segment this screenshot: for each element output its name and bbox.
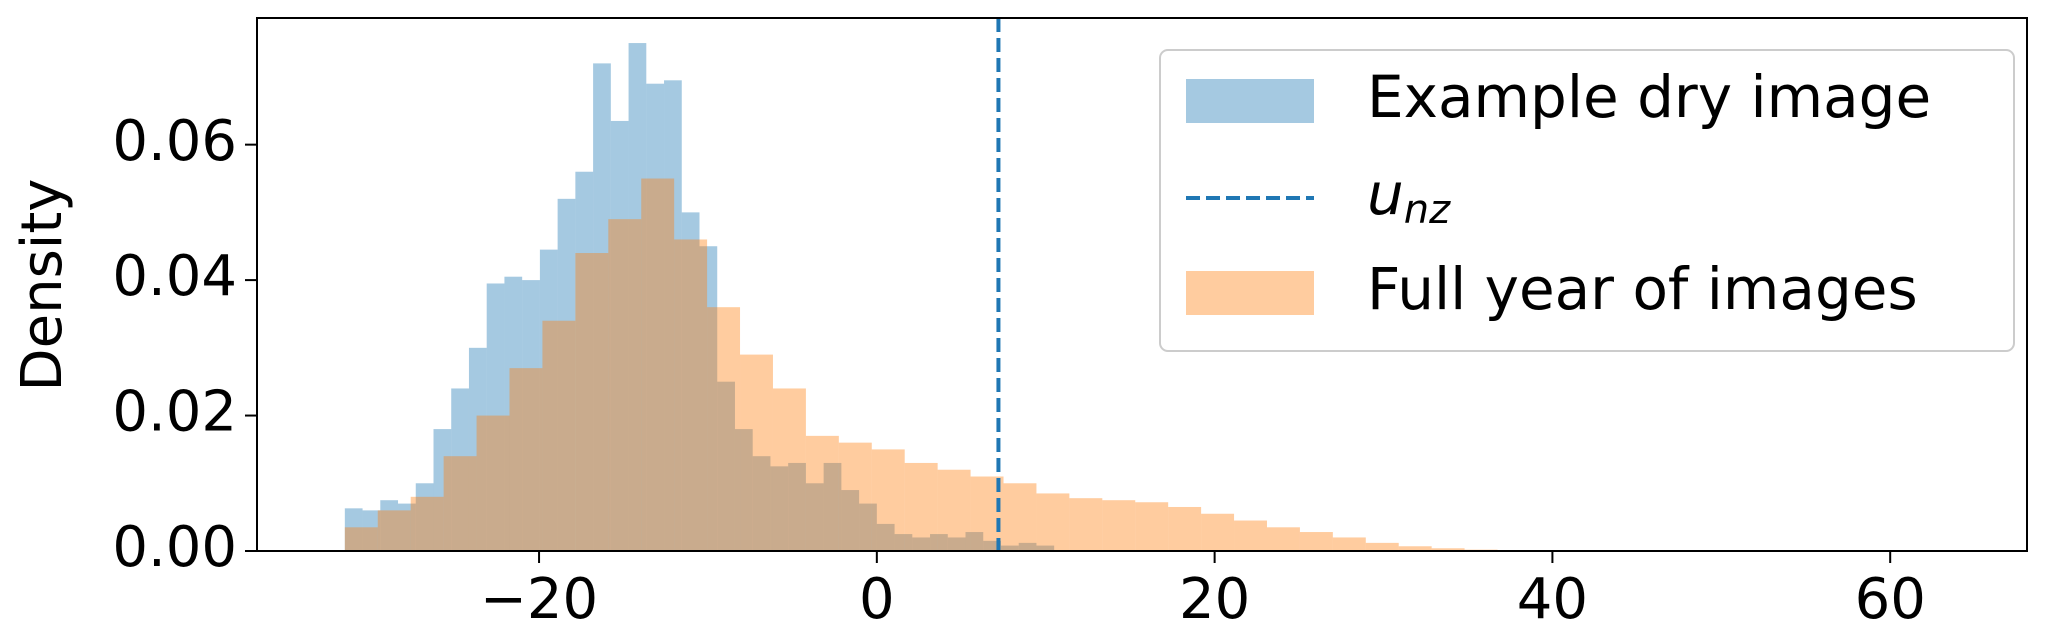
x-tick-label: −20: [480, 567, 598, 632]
x-tick-label: 40: [1517, 567, 1588, 632]
histogram-bar: [557, 198, 576, 551]
histogram-bar: [871, 449, 905, 551]
legend-swatch: [1186, 271, 1314, 315]
histogram-bar: [451, 388, 469, 551]
histogram-bar: [415, 483, 434, 551]
histogram-bar: [1000, 545, 1019, 551]
histogram-bar: [859, 503, 877, 551]
histogram-bar: [1135, 502, 1169, 551]
histogram-bar: [628, 43, 647, 552]
histogram-bar: [468, 347, 487, 551]
y-axis-label: Density: [10, 179, 75, 392]
histogram-bar: [504, 276, 523, 551]
histogram-bar: [1036, 493, 1070, 551]
histogram-bar: [575, 171, 594, 551]
legend-label: Example dry image: [1367, 63, 1931, 131]
histogram-bar: [740, 354, 773, 551]
histogram-bar: [894, 534, 913, 551]
histogram-bar: [646, 83, 665, 551]
histogram-bar: [575, 253, 609, 551]
y-tick-label: 0.06: [112, 109, 237, 174]
histogram-bar: [838, 442, 872, 551]
legend-label-subscript: nz: [1404, 187, 1451, 233]
histogram-bar: [410, 496, 444, 551]
histogram-bar: [707, 307, 741, 551]
histogram-bar: [717, 381, 735, 551]
histogram-bar: [1234, 520, 1267, 551]
histogram-bar: [486, 283, 505, 551]
legend-label: unz: [1367, 160, 1451, 233]
x-tick-label: 60: [1855, 567, 1926, 632]
histogram-bar: [476, 415, 510, 551]
histogram-bar: [674, 239, 708, 551]
histogram-bar: [1069, 498, 1103, 551]
legend-label-main: u: [1367, 160, 1404, 228]
histogram-bar: [823, 462, 842, 551]
x-tick-label: 20: [1179, 567, 1250, 632]
y-tick-label: 0.04: [112, 244, 237, 309]
histogram-bar: [752, 456, 771, 551]
histogram-bar: [380, 500, 399, 551]
x-tick-label: 0: [859, 567, 895, 632]
histogram-bar: [1018, 542, 1037, 551]
histogram-bar: [344, 508, 363, 551]
histogram-bar: [641, 178, 675, 552]
histogram-bar: [664, 80, 682, 551]
histogram-bar: [805, 435, 839, 551]
histogram-bar: [509, 368, 543, 551]
histogram-bar: [522, 280, 540, 551]
histogram-bar: [362, 510, 381, 551]
histogram-bar: [904, 462, 938, 551]
y-tick-label: 0.00: [112, 515, 237, 580]
histogram-bar: [770, 466, 789, 551]
legend-swatch: [1186, 79, 1314, 123]
histogram-bar: [608, 219, 642, 552]
legend-label: Full year of images: [1367, 255, 1918, 323]
histogram-bar: [1102, 500, 1136, 551]
histogram-bar: [912, 537, 931, 551]
histogram-bar: [788, 462, 806, 551]
histogram-bar: [593, 63, 611, 552]
histogram-bar: [947, 537, 966, 551]
histogram-bar: [734, 429, 753, 551]
histogram-bar: [1201, 513, 1235, 551]
histogram-bar: [1168, 506, 1202, 551]
histogram-bar: [937, 469, 971, 551]
histogram-bar: [805, 483, 824, 551]
histogram-bar: [1431, 548, 1465, 551]
histogram-bar: [433, 429, 452, 551]
histogram-bar: [681, 212, 700, 551]
plot-frame: [256, 17, 2028, 552]
histogram-bar: [699, 246, 718, 551]
histogram-bar: [542, 320, 576, 551]
histogram-bar: [377, 510, 411, 551]
histogram-bar: [443, 456, 477, 551]
histogram-bar: [1036, 545, 1055, 551]
histogram-series: [344, 43, 1055, 552]
histogram-bar: [772, 388, 806, 551]
histogram-bar: [1266, 527, 1300, 551]
histogram-bar: [1003, 483, 1037, 551]
histogram-bar: [876, 523, 895, 551]
y-tick-label: 0.02: [112, 380, 237, 445]
histogram-bar: [1365, 542, 1399, 551]
histogram-bar: [539, 249, 558, 552]
histogram-bar: [398, 503, 416, 551]
histogram-bar: [930, 534, 948, 551]
histogram-bar: [1398, 546, 1432, 551]
histogram-bar: [841, 490, 860, 551]
legend-box: [1159, 49, 2015, 352]
histogram-bar: [1332, 537, 1366, 551]
histogram-bar: [610, 120, 629, 552]
histogram-bar: [983, 540, 1001, 551]
histogram-bar: [344, 527, 378, 551]
histogram-bar: [1299, 532, 1333, 551]
histogram-bar: [965, 532, 984, 551]
